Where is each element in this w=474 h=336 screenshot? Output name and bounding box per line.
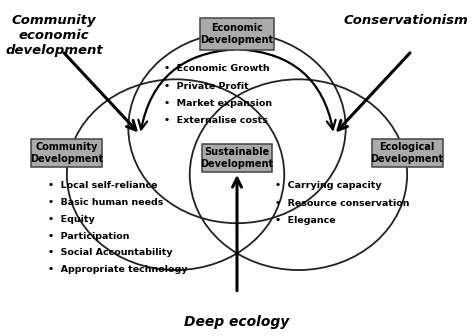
Text: •  Resource conservation: • Resource conservation (275, 199, 410, 208)
Text: •  Participation: • Participation (48, 232, 129, 241)
Text: •  Externalise costs: • Externalise costs (164, 117, 268, 125)
Text: Ecological
Development: Ecological Development (371, 142, 444, 164)
FancyBboxPatch shape (201, 18, 273, 50)
Text: •  Carrying capacity: • Carrying capacity (275, 181, 382, 191)
Text: •  Market expansion: • Market expansion (164, 99, 272, 108)
Text: •  Private Profit: • Private Profit (164, 82, 248, 91)
Text: Economic
Development: Economic Development (201, 24, 273, 45)
Text: Community
Development: Community Development (30, 142, 103, 164)
Text: •  Social Accountability: • Social Accountability (48, 248, 173, 257)
Text: Community
economic
development: Community economic development (5, 14, 103, 57)
Text: •  Basic human needs: • Basic human needs (48, 198, 164, 207)
Text: •  Local self-reliance: • Local self-reliance (48, 181, 157, 191)
Text: Sustainable
Development: Sustainable Development (201, 147, 273, 169)
FancyBboxPatch shape (201, 144, 273, 172)
Text: •  Appropriate technology: • Appropriate technology (48, 265, 187, 274)
FancyBboxPatch shape (372, 139, 443, 167)
Text: •  Equity: • Equity (48, 215, 95, 224)
Text: Deep ecology: Deep ecology (184, 314, 290, 329)
Text: •  Economic Growth: • Economic Growth (164, 64, 269, 73)
Text: Conservationism: Conservationism (344, 14, 469, 27)
Text: •  Elegance: • Elegance (275, 216, 336, 225)
FancyBboxPatch shape (31, 139, 102, 167)
